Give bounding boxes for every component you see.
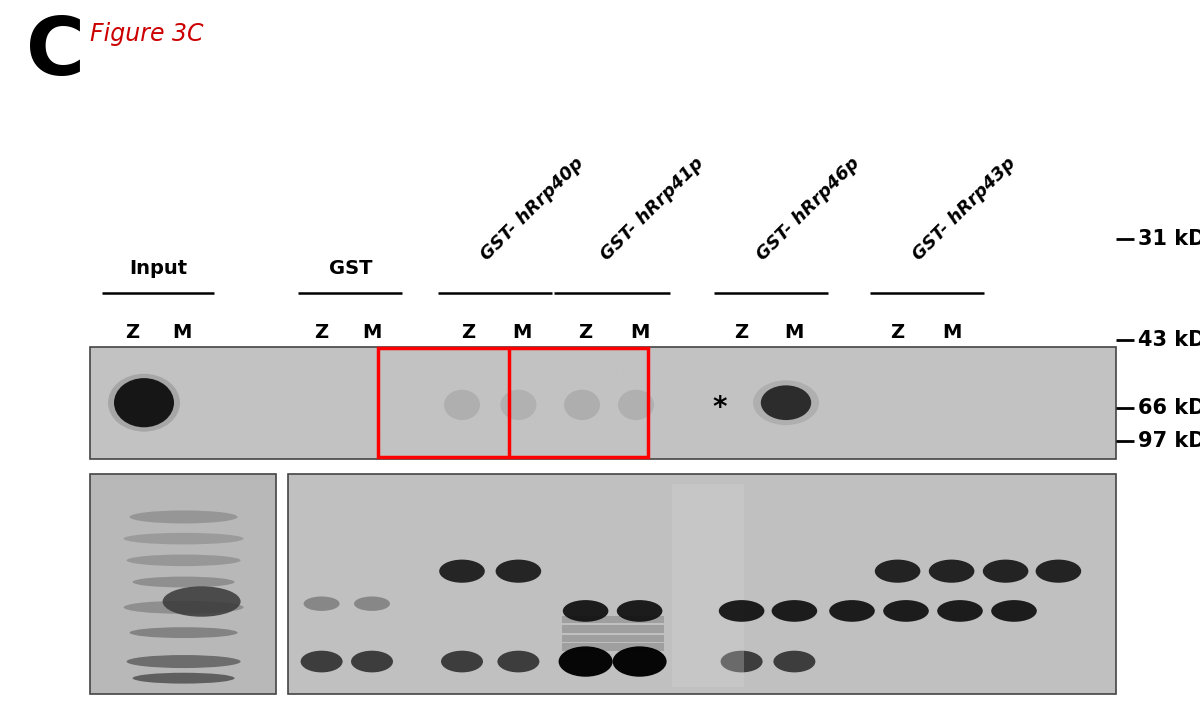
Ellipse shape [719,600,764,622]
Bar [562,635,664,642]
Ellipse shape [132,577,235,587]
Ellipse shape [127,655,240,668]
Ellipse shape [304,596,340,611]
Text: M: M [942,323,961,342]
Ellipse shape [132,672,235,684]
Ellipse shape [563,600,608,622]
Ellipse shape [124,533,244,544]
Ellipse shape [937,600,983,622]
Ellipse shape [500,390,536,420]
Text: GST- hRrp40p: GST- hRrp40p [476,154,587,264]
Ellipse shape [352,651,394,672]
Ellipse shape [496,560,541,583]
Ellipse shape [883,600,929,622]
Ellipse shape [439,560,485,583]
Text: *: * [713,395,727,422]
Bar [90,347,1116,459]
Text: Z: Z [734,323,749,342]
Bar [90,474,276,694]
Text: Z: Z [314,323,329,342]
Ellipse shape [761,385,811,420]
Text: 66 kD: 66 kD [1138,398,1200,419]
Bar [672,484,744,687]
Ellipse shape [774,651,816,672]
Text: GST- hRrp41p: GST- hRrp41p [596,154,707,264]
Text: Z: Z [578,323,593,342]
Bar [288,474,1116,694]
Ellipse shape [564,390,600,420]
Text: M: M [173,323,192,342]
Ellipse shape [1036,560,1081,583]
Ellipse shape [301,651,343,672]
Text: 97 kD: 97 kD [1138,431,1200,451]
Ellipse shape [829,600,875,622]
Ellipse shape [991,600,1037,622]
Text: Figure 3C: Figure 3C [90,22,204,46]
Ellipse shape [498,651,540,672]
Text: Z: Z [461,323,475,342]
Bar [562,643,664,651]
Text: 43 kD: 43 kD [1138,330,1200,350]
Ellipse shape [618,390,654,420]
Text: GST- hRrp43p: GST- hRrp43p [908,154,1019,264]
Ellipse shape [772,600,817,622]
Text: M: M [785,323,804,342]
Ellipse shape [163,586,241,617]
Ellipse shape [929,560,974,583]
Bar [378,348,648,457]
Text: C: C [26,14,85,93]
Ellipse shape [130,510,238,523]
Ellipse shape [617,600,662,622]
Ellipse shape [875,560,920,583]
Ellipse shape [442,651,482,672]
Bar [562,625,664,633]
Text: M: M [512,323,532,342]
Bar [562,616,664,623]
Ellipse shape [983,560,1028,583]
Ellipse shape [559,646,613,677]
Text: Z: Z [890,323,905,342]
Text: Z: Z [125,323,139,342]
Ellipse shape [613,646,667,677]
Ellipse shape [127,555,240,566]
Ellipse shape [130,627,238,638]
Text: GST: GST [329,260,372,278]
Ellipse shape [720,651,763,672]
Text: 31 kD: 31 kD [1138,228,1200,249]
Ellipse shape [354,596,390,611]
Ellipse shape [444,390,480,420]
Text: M: M [362,323,382,342]
Text: M: M [630,323,649,342]
Ellipse shape [114,378,174,427]
Text: GST- hRrp46p: GST- hRrp46p [752,154,863,264]
Ellipse shape [108,374,180,432]
Text: Input: Input [130,260,187,278]
Ellipse shape [124,601,244,614]
Ellipse shape [754,380,818,425]
